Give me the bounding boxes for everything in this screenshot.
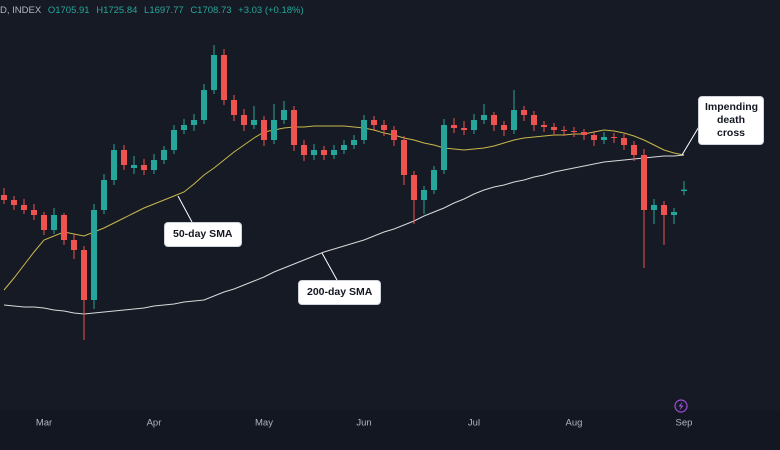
candle-body: [641, 155, 647, 210]
candle-body: [481, 115, 487, 120]
candle-body: [251, 120, 257, 125]
candle-body: [241, 115, 247, 125]
pointer: [681, 124, 701, 156]
candle-body: [131, 165, 137, 168]
candle-body: [501, 125, 507, 130]
candle-body: [281, 110, 287, 120]
candle-body: [351, 140, 357, 145]
x-tick-label: Mar: [36, 418, 52, 429]
candle-body: [221, 55, 227, 100]
candle-body: [321, 150, 327, 155]
ohlc-low: L1697.77: [144, 5, 184, 16]
candle-body: [31, 210, 37, 215]
candle-body: [621, 138, 627, 145]
candle-body: [341, 145, 347, 150]
candle-body: [581, 132, 587, 135]
x-tick-label: May: [255, 418, 273, 429]
candle-body: [81, 250, 87, 300]
candle-body: [491, 115, 497, 125]
candle-body: [71, 240, 77, 250]
candle-body: [671, 212, 677, 215]
x-tick-label: Apr: [147, 418, 162, 429]
candle-body: [101, 180, 107, 210]
candle-body: [371, 120, 377, 125]
candle-body: [11, 200, 17, 205]
candle-body: [511, 110, 517, 130]
candle-body: [381, 125, 387, 130]
candle-body: [361, 120, 367, 140]
candle-body: [151, 160, 157, 170]
candle-body: [61, 215, 67, 240]
candle-body: [391, 130, 397, 140]
pointer: [177, 195, 193, 223]
candle-body: [231, 100, 237, 115]
candle-body: [601, 137, 607, 140]
candle-body: [561, 130, 567, 131]
candle-body: [201, 90, 207, 120]
sma200-label: 200-day SMA: [298, 280, 382, 305]
candle-body: [331, 150, 337, 155]
candle-body: [431, 170, 437, 190]
candle-body: [41, 215, 47, 230]
candle-body: [631, 145, 637, 155]
candle-body: [611, 137, 617, 138]
candle-body: [441, 125, 447, 170]
sma50-label: 50-day SMA: [164, 222, 242, 247]
legend-header: D, INDEX O1705.91 H1725.84 L1697.77 C170…: [0, 5, 308, 16]
candle-body: [51, 215, 57, 230]
x-tick-label: Sep: [676, 418, 693, 429]
candle-body: [121, 150, 127, 165]
candle-body: [421, 190, 427, 200]
candle-body: [1, 195, 7, 200]
symbol: D, INDEX: [0, 5, 42, 16]
ohlc-high: H1725.84: [96, 5, 138, 16]
candle-body: [181, 125, 187, 130]
x-tick-label: Jun: [356, 418, 371, 429]
candle-body: [261, 120, 267, 140]
candle-body: [571, 131, 577, 132]
candle-body: [211, 55, 217, 90]
sma-line: [3, 154, 685, 315]
candle-body: [521, 110, 527, 115]
candle-body: [171, 130, 177, 150]
change: +3.03 (+0.18%): [238, 5, 304, 16]
candle-body: [661, 205, 667, 215]
candle-body: [651, 205, 657, 210]
candle-body: [541, 125, 547, 127]
candle-body: [271, 120, 277, 140]
candle-body: [531, 115, 537, 125]
candle-body: [401, 140, 407, 175]
time-axis-bg: [0, 410, 780, 450]
candle-body: [551, 127, 557, 130]
candle-body: [111, 150, 117, 180]
candle-body: [471, 120, 477, 130]
candle-body: [141, 165, 147, 170]
pointer: [321, 252, 338, 281]
candle-body: [591, 135, 597, 140]
candle-body: [21, 205, 27, 210]
candle-body: [291, 110, 297, 145]
x-tick-label: Jul: [468, 418, 480, 429]
death-cross-label: Impending death cross: [698, 96, 764, 145]
candle-body: [411, 175, 417, 200]
x-tick-label: Aug: [566, 418, 583, 429]
candle-body: [311, 150, 317, 155]
ohlc-close: C1708.73: [190, 5, 232, 16]
sma-line: [3, 125, 685, 291]
candle-body: [461, 128, 467, 130]
candle-body: [91, 210, 97, 300]
candle-body: [191, 120, 197, 125]
candle-body: [161, 150, 167, 160]
candle-body: [301, 145, 307, 155]
candle-body: [451, 125, 457, 128]
alert-icon[interactable]: [674, 399, 688, 413]
ohlc-open: O1705.91: [47, 5, 90, 16]
candle-body: [681, 189, 687, 192]
